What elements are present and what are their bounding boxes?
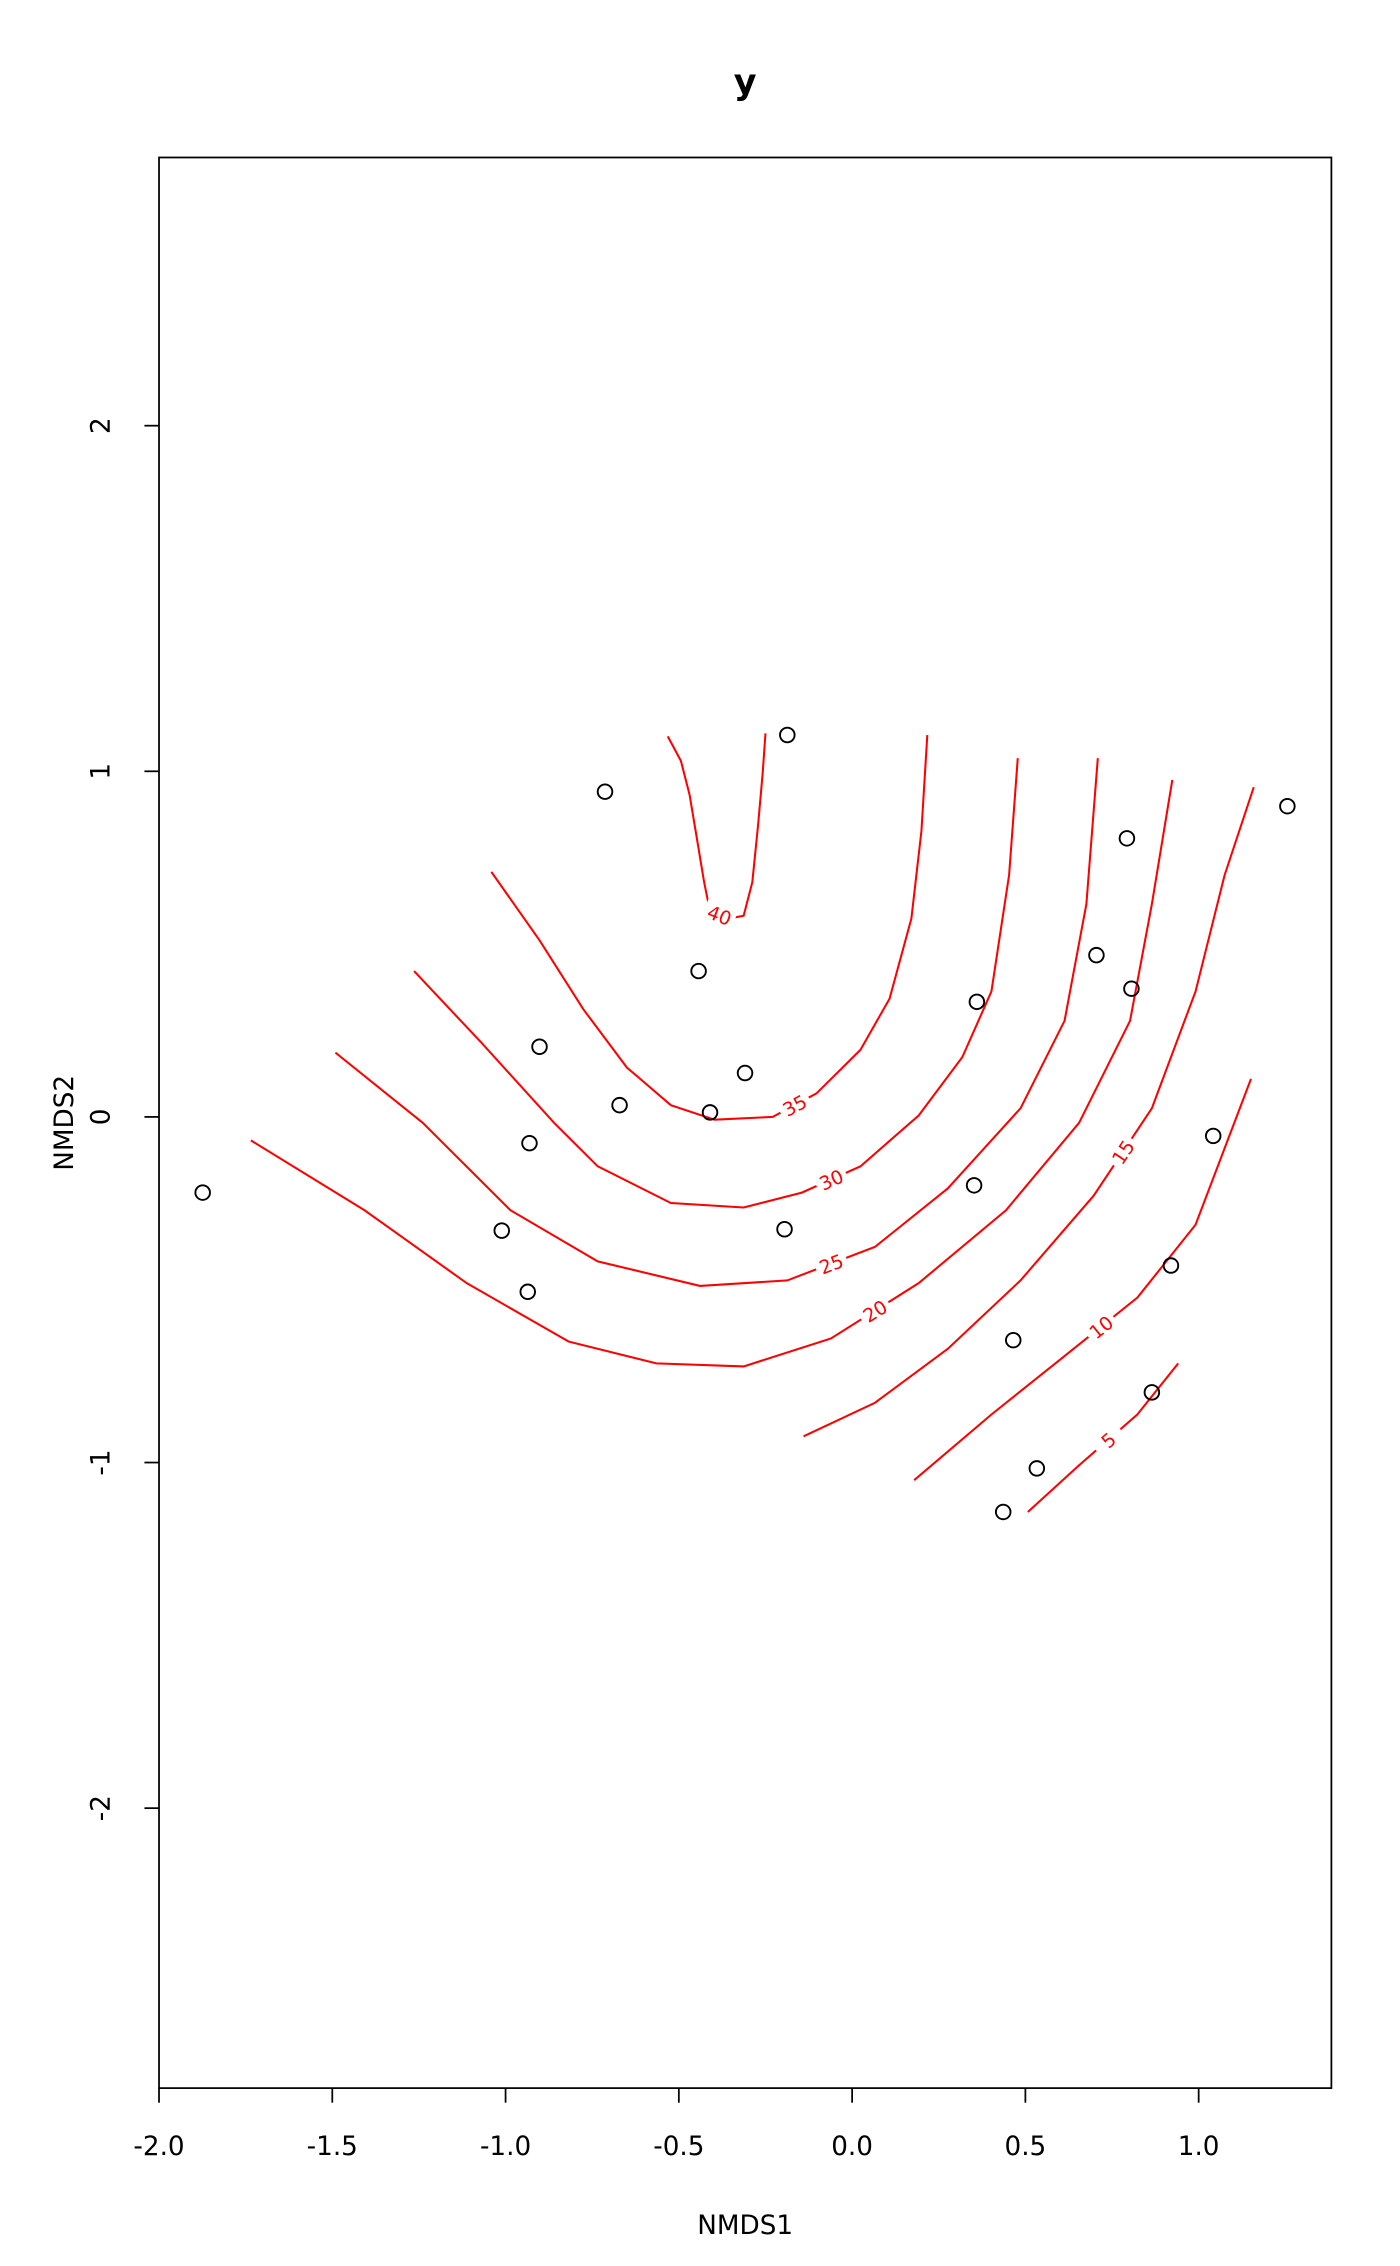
x-tick-label: -1.5 bbox=[307, 2132, 358, 2162]
contour-label-bg bbox=[811, 1162, 851, 1197]
y-tick-label: 2 bbox=[86, 417, 116, 434]
contour-label-bg bbox=[1104, 1132, 1142, 1172]
contour-label-bg bbox=[811, 1247, 851, 1281]
point bbox=[968, 993, 986, 1011]
point bbox=[779, 726, 796, 744]
point bbox=[1123, 980, 1140, 997]
point bbox=[1005, 1331, 1022, 1349]
point bbox=[1162, 1257, 1180, 1274]
y-tick-label: -1 bbox=[86, 1449, 116, 1475]
x-tick-label: 0.5 bbox=[1005, 2132, 1047, 2162]
contour-label-group: 25 bbox=[811, 1247, 851, 1281]
x-tick-label: 1.0 bbox=[1178, 2132, 1220, 2162]
contour-line bbox=[490, 734, 929, 1121]
point bbox=[611, 1096, 628, 1114]
plot-frame bbox=[158, 156, 1333, 2089]
contour-line bbox=[413, 758, 1019, 1209]
chart-title: y bbox=[734, 62, 757, 102]
point bbox=[965, 1177, 983, 1194]
point bbox=[1204, 1127, 1222, 1145]
point bbox=[701, 1104, 719, 1121]
point bbox=[596, 783, 614, 800]
point bbox=[519, 1283, 536, 1301]
point bbox=[994, 1503, 1012, 1521]
point bbox=[690, 962, 707, 980]
y-tick-label: 1 bbox=[86, 763, 116, 780]
point bbox=[1143, 1384, 1161, 1401]
y-axis-label: NMDS2 bbox=[50, 1075, 80, 1171]
point bbox=[531, 1038, 548, 1055]
contour-label-bg bbox=[700, 898, 739, 932]
contour-line bbox=[250, 779, 1174, 1368]
point bbox=[1279, 797, 1296, 815]
contour-label-bg bbox=[774, 1087, 815, 1124]
x-axis-label: NMDS1 bbox=[697, 2211, 793, 2241]
point bbox=[1088, 946, 1105, 964]
contour-line bbox=[803, 786, 1255, 1438]
point bbox=[1118, 830, 1136, 847]
x-tick-label: -0.5 bbox=[653, 2132, 704, 2162]
contour-label-group: 40 bbox=[700, 898, 739, 932]
point bbox=[736, 1064, 754, 1082]
contour-label-bg bbox=[1088, 1420, 1128, 1460]
x-tick-label: -2.0 bbox=[133, 2132, 184, 2162]
point bbox=[776, 1221, 793, 1238]
point bbox=[493, 1222, 510, 1239]
point bbox=[1028, 1460, 1046, 1477]
y-tick-label: -2 bbox=[86, 1795, 116, 1821]
contour-label-bg bbox=[855, 1292, 895, 1330]
y-tick-label: 0 bbox=[86, 1109, 116, 1126]
point bbox=[521, 1134, 538, 1152]
contour-label-bg bbox=[1081, 1307, 1121, 1347]
point bbox=[194, 1184, 211, 1201]
contour-label-group: 5 bbox=[1088, 1420, 1128, 1460]
x-tick-label: -1.0 bbox=[480, 2132, 531, 2162]
x-tick-label: 0.0 bbox=[831, 2132, 873, 2162]
